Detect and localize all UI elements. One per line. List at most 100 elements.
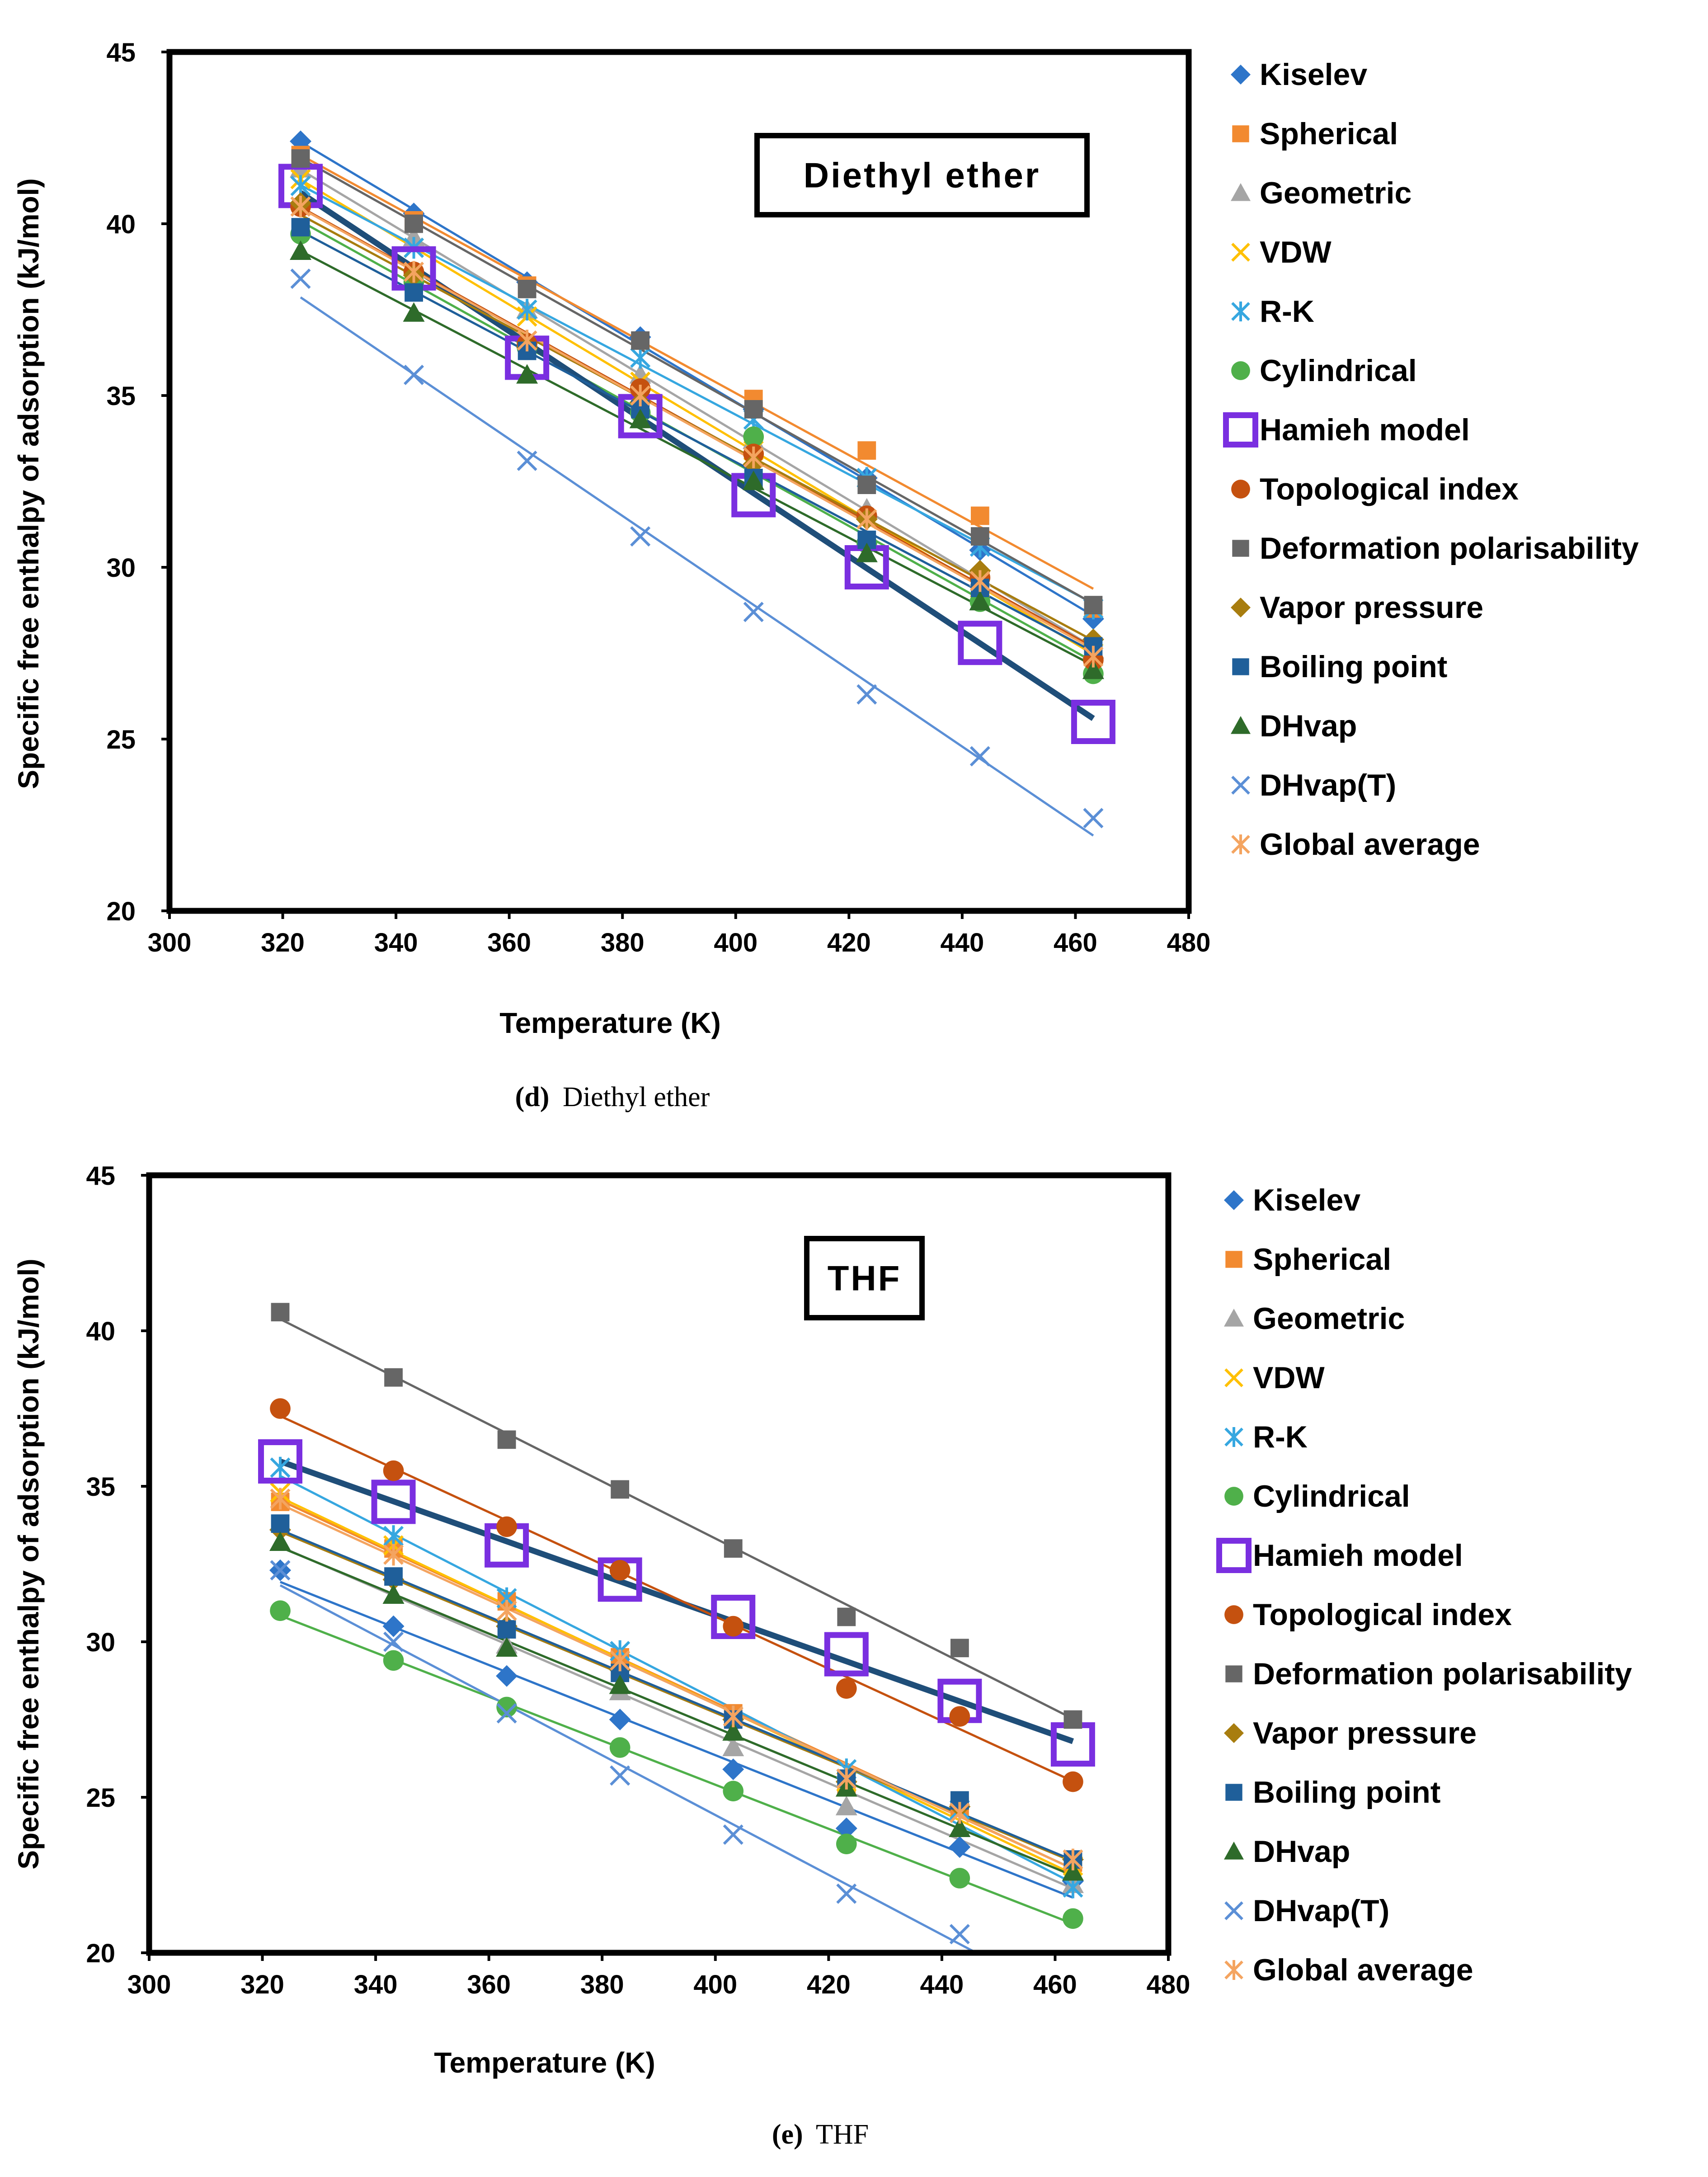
- inset-title-box: [754, 133, 1090, 217]
- y-axis-title: Specific free enthalpy of adsorption (kJ…: [12, 178, 45, 789]
- data-point: [949, 1868, 970, 1889]
- data-point: [970, 506, 989, 525]
- series-dhvap-t: [290, 269, 1104, 829]
- legend-marker-r-k: [1231, 302, 1250, 321]
- series-dhvap-t: [270, 1560, 970, 1945]
- data-point: [969, 570, 990, 592]
- data-point: [824, 1632, 869, 1677]
- legend-item-boiling-point: Boiling point: [1232, 650, 1447, 684]
- legend-item-hamieh-model: Hamieh model: [1223, 412, 1470, 448]
- legend-label: Global average: [1253, 1953, 1473, 1987]
- trend-line-boiling-point: [280, 1529, 1073, 1861]
- legend-label: DHvap: [1260, 709, 1357, 743]
- x-tick-label: 400: [714, 928, 758, 957]
- legend-marker-cylindrical: [1231, 361, 1250, 380]
- legend-marker-kiselev: [1224, 1190, 1244, 1210]
- data-point: [384, 1567, 403, 1586]
- y-tick-label: 20: [86, 1939, 115, 1968]
- x-tick-label: 480: [1147, 1970, 1190, 1999]
- y-tick-label: 40: [106, 210, 136, 239]
- legend-marker-topological-index: [1224, 1605, 1243, 1624]
- legend-item-dhvap: DHvap: [1231, 709, 1357, 743]
- legend-label: Topological index: [1260, 472, 1519, 506]
- x-tick-label: 400: [693, 1970, 737, 1999]
- legend-item-dhvap: DHvap: [1224, 1834, 1350, 1869]
- series-global-average: [270, 1488, 1083, 1871]
- trend-line-spherical: [300, 154, 1094, 590]
- data-point: [856, 542, 878, 562]
- x-tick-label: 380: [601, 928, 645, 957]
- data-point: [384, 1368, 403, 1387]
- inset-title-box: [804, 1236, 925, 1320]
- legend-marker-dhvap: [1224, 1842, 1244, 1860]
- legend-marker-dhvap-t: [1231, 776, 1250, 795]
- legend-item-cylindrical: Cylindrical: [1224, 1479, 1410, 1513]
- legend-marker-vdw: [1231, 243, 1250, 262]
- legend-item-global-average: Global average: [1231, 827, 1480, 862]
- data-point: [743, 471, 765, 490]
- data-point: [270, 1600, 291, 1621]
- legend-marker-global-average: [1224, 1960, 1243, 1980]
- y-axis-title: Specific free enthalpy of adsorption (kJ…: [12, 1258, 45, 1869]
- data-point: [291, 218, 310, 236]
- chart-title: THF: [828, 1258, 902, 1298]
- legend-item-geometric: Geometric: [1231, 176, 1412, 210]
- caption-e: (e) THF: [772, 2119, 869, 2150]
- x-tick-label: 420: [807, 1970, 851, 1999]
- data-point: [835, 1795, 857, 1815]
- data-point: [516, 364, 538, 384]
- legend-marker-dhvap-t: [1224, 1901, 1243, 1920]
- data-point: [610, 1649, 631, 1672]
- data-point: [1083, 646, 1104, 668]
- data-point: [496, 1600, 517, 1622]
- legend-label: Boiling point: [1253, 1775, 1440, 1809]
- data-point: [837, 1607, 856, 1626]
- data-point: [743, 426, 764, 447]
- legend-item-deformation-polarisability: Deformation polarisability: [1232, 531, 1639, 565]
- data-point: [383, 1460, 404, 1481]
- data-point: [270, 1398, 291, 1419]
- data-point: [949, 1706, 970, 1727]
- x-tick-label: 440: [940, 928, 984, 957]
- data-point: [949, 1802, 970, 1824]
- legend-label: Global average: [1260, 827, 1480, 862]
- y-tick-label: 25: [86, 1783, 115, 1813]
- chart-panel-thf: (e) THF THF 300 320 340 360 380 400 420 440 460 48…: [12, 1161, 1632, 2150]
- data-point: [383, 1631, 404, 1652]
- legend-item-dhvap-t: DHvap(T): [1231, 768, 1396, 802]
- data-point: [836, 1833, 857, 1854]
- series-deformation-polarisability: [291, 149, 1103, 614]
- data-point: [856, 508, 877, 530]
- legend-label: Cylindrical: [1260, 353, 1417, 388]
- series-cylindrical: [270, 1600, 1083, 1929]
- data-point: [404, 364, 424, 385]
- data-point: [497, 1430, 516, 1449]
- legend-marker-deformation-polarisability: [1232, 540, 1249, 557]
- data-point: [722, 1736, 744, 1757]
- legend-marker-kiselev: [1231, 65, 1251, 85]
- legend-marker-geometric: [1224, 1309, 1244, 1327]
- data-point: [630, 385, 651, 406]
- data-point: [856, 684, 877, 705]
- legend-item-deformation-polarisability: Deformation polarisability: [1225, 1657, 1632, 1691]
- data-point: [517, 450, 537, 471]
- data-point: [723, 1824, 743, 1845]
- legend-label: Spherical: [1260, 117, 1398, 151]
- legend-label: Kiselev: [1260, 57, 1367, 92]
- legend-label: Vapor pressure: [1253, 1716, 1477, 1750]
- legend-label: Hamieh model: [1253, 1538, 1463, 1573]
- legend-marker-spherical: [1232, 125, 1249, 142]
- data-point: [518, 280, 536, 298]
- x-axis-title: Temperature (K): [434, 2046, 655, 2079]
- data-point: [403, 302, 425, 322]
- trend-line-vapor-pressure: [280, 1531, 1073, 1863]
- data-point: [496, 1696, 517, 1718]
- legend-item-spherical: Spherical: [1225, 1242, 1391, 1277]
- legend-item-vapor-pressure: Vapor pressure: [1231, 590, 1483, 625]
- data-point: [291, 149, 310, 168]
- data-point: [270, 1560, 291, 1581]
- legend-item-topological-index: Topological index: [1224, 1597, 1512, 1632]
- x-tick-label: 320: [240, 1970, 284, 1999]
- trend-line-dhvap: [280, 1546, 1073, 1877]
- legend-label: Geometric: [1260, 176, 1412, 210]
